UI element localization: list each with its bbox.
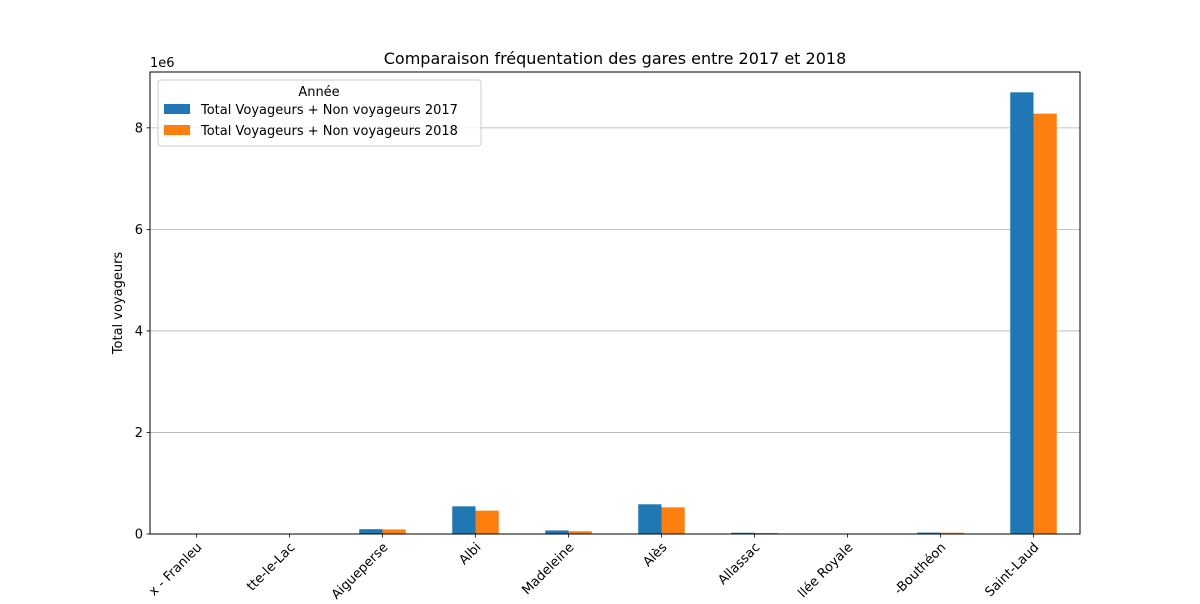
bar-2017-4 bbox=[545, 530, 568, 534]
x-tick-label: Aigueperse bbox=[329, 540, 391, 600]
x-tick-label: Saint-Laud bbox=[983, 540, 1043, 600]
y-tick-label: 0 bbox=[135, 528, 143, 543]
chart-title: Comparaison fréquentation des gares entr… bbox=[384, 49, 847, 68]
bar-2018-3 bbox=[476, 511, 499, 534]
x-tick-label: x - Franleu bbox=[146, 540, 205, 599]
bar-2018-5 bbox=[662, 507, 685, 534]
legend-swatch bbox=[164, 125, 190, 135]
y-tick-label: 4 bbox=[135, 324, 143, 339]
bar-2018-2 bbox=[383, 529, 406, 534]
y-axis-label: Total voyageurs bbox=[111, 252, 126, 356]
bar-2017-5 bbox=[638, 504, 661, 534]
bar-2018-9 bbox=[1034, 114, 1057, 534]
x-axis-ticks: x - Franleu tte-le-Lac Aigueperse Albi Madel… bbox=[146, 534, 1042, 600]
legend-label: Total Voyageurs + Non voyageurs 2017 bbox=[200, 103, 458, 118]
x-tick-label: tte-le-Lac bbox=[244, 540, 298, 594]
bar-2017-2 bbox=[359, 529, 382, 534]
legend-title: Année bbox=[298, 85, 339, 100]
y-axis-ticks: 0 2 4 6 8 bbox=[135, 121, 150, 542]
x-tick-label: Alès bbox=[640, 540, 670, 570]
x-tick-label: llée Royale bbox=[795, 540, 856, 600]
x-tick-label: Albi bbox=[456, 540, 484, 568]
legend-label: Total Voyageurs + Non voyageurs 2018 bbox=[200, 124, 458, 139]
x-tick-label: Madeleine bbox=[519, 540, 577, 598]
y-axis-multiplier: 1e6 bbox=[150, 56, 175, 71]
bars bbox=[173, 92, 1057, 534]
y-tick-label: 8 bbox=[135, 121, 143, 136]
grid-lines bbox=[150, 128, 1080, 433]
bar-2017-3 bbox=[452, 506, 475, 534]
x-tick-label: -Bouthéon bbox=[891, 540, 949, 598]
legend: Année Total Voyageurs + Non voyageurs 20… bbox=[158, 80, 481, 146]
y-tick-label: 2 bbox=[135, 426, 143, 441]
legend-swatch bbox=[164, 104, 190, 114]
y-tick-label: 6 bbox=[135, 223, 143, 238]
x-tick-label: Allassac bbox=[715, 540, 763, 588]
bar-2017-9 bbox=[1010, 92, 1033, 534]
